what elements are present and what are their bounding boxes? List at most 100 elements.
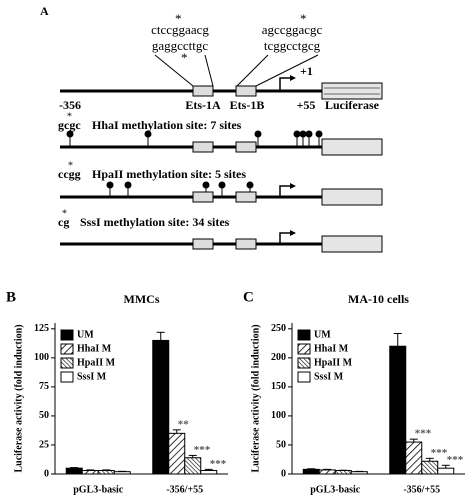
legend-swatch bbox=[297, 371, 311, 383]
legend-swatch bbox=[60, 371, 74, 383]
asterisk: * bbox=[68, 160, 73, 171]
luciferase-box bbox=[321, 188, 383, 206]
y-tick-label: 150 bbox=[271, 381, 286, 392]
motif: gcgc bbox=[58, 118, 81, 132]
y-tick-label: 250 bbox=[271, 323, 286, 334]
bar bbox=[113, 471, 131, 475]
legend-label: SssI M bbox=[77, 371, 107, 382]
bar bbox=[152, 339, 170, 475]
bar bbox=[168, 432, 186, 475]
tss-arrowhead bbox=[290, 75, 296, 81]
y-tick-label: 50 bbox=[39, 410, 49, 421]
panel-label: B bbox=[6, 289, 16, 305]
ets-box bbox=[192, 141, 214, 153]
significance: *** bbox=[447, 454, 464, 466]
label: Ets-1B bbox=[230, 98, 265, 112]
asterisk: * bbox=[175, 11, 182, 26]
motif: cg bbox=[58, 215, 69, 229]
y-tick-label: 25 bbox=[39, 439, 49, 450]
ets-box bbox=[192, 85, 214, 97]
ets-box bbox=[192, 191, 214, 203]
asterisk: * bbox=[181, 50, 188, 65]
legend-swatch bbox=[297, 329, 311, 341]
sequence: ctccggaacg bbox=[151, 22, 209, 37]
panel-label: C bbox=[243, 289, 254, 305]
site-label: HhaI methylation site: 7 sites bbox=[92, 118, 242, 132]
tss-arrowhead bbox=[290, 230, 296, 236]
ets-box bbox=[235, 141, 257, 153]
bar bbox=[334, 470, 352, 475]
x-tick-label: pGL3-basic bbox=[310, 484, 361, 495]
legend-label: HpaII M bbox=[77, 357, 116, 368]
y-tick-label: 75 bbox=[39, 381, 49, 392]
legend-swatch bbox=[60, 357, 74, 369]
motif: ccgg bbox=[58, 167, 81, 181]
lollipops bbox=[66, 130, 323, 147]
asterisk: * bbox=[62, 208, 67, 219]
y-axis-label: Luciferase activity (fold induction) bbox=[250, 324, 261, 472]
y-axis-label: Luciferase activity (fold induction) bbox=[13, 324, 24, 472]
bar bbox=[184, 457, 202, 475]
luciferase-box bbox=[321, 138, 383, 156]
legend-label: HpaII M bbox=[314, 357, 353, 368]
y-tick-label: 100 bbox=[271, 410, 286, 421]
panel-a: A * ctccggaacg gaggccttgc * * agccggacgc… bbox=[40, 4, 383, 253]
significance: ** bbox=[178, 418, 190, 430]
legend-swatch bbox=[297, 357, 311, 369]
significance: *** bbox=[194, 444, 211, 456]
asterisk: * bbox=[300, 11, 307, 26]
significance: *** bbox=[210, 458, 227, 470]
significance: *** bbox=[415, 428, 432, 440]
bar bbox=[97, 470, 115, 475]
luciferase-box bbox=[321, 82, 383, 100]
site-label: HpaII methylation site: 5 sites bbox=[92, 167, 246, 181]
label: Ets-1A bbox=[185, 98, 221, 112]
x-tick-label: -356/+55 bbox=[166, 484, 203, 495]
label: +55 bbox=[297, 98, 316, 112]
ets-box bbox=[192, 238, 214, 250]
bar bbox=[318, 469, 336, 475]
significance: *** bbox=[431, 447, 448, 459]
legend-label: HhaI M bbox=[314, 343, 349, 354]
tss-arrow bbox=[279, 185, 292, 197]
connectors bbox=[154, 54, 319, 87]
y-tick-label: 0 bbox=[44, 468, 49, 479]
y-tick-label: 125 bbox=[34, 323, 49, 334]
sequence: tcggcctgcg bbox=[264, 38, 321, 53]
ets-box bbox=[235, 191, 257, 203]
y-tick-label: 0 bbox=[281, 468, 286, 479]
label: Luciferase bbox=[325, 98, 380, 112]
sequence: gaggccttgc bbox=[152, 38, 209, 53]
tss-arrow bbox=[279, 77, 292, 91]
tss-arrow bbox=[279, 232, 292, 244]
legend-swatch bbox=[60, 343, 74, 355]
bar bbox=[405, 441, 423, 475]
asterisk: * bbox=[67, 111, 72, 122]
legend-label: SssI M bbox=[314, 371, 344, 382]
y-tick-label: 100 bbox=[34, 352, 49, 363]
chart-title: MA-10 cells bbox=[348, 292, 409, 306]
y-tick-label: 50 bbox=[276, 439, 286, 450]
site-label: SssI methylation site: 34 sites bbox=[80, 215, 230, 229]
bar bbox=[302, 468, 320, 475]
tss-arrowhead bbox=[290, 183, 296, 189]
legend-swatch bbox=[297, 343, 311, 355]
label: -356 bbox=[59, 98, 81, 112]
chart-title: MMCs bbox=[124, 292, 160, 306]
legend-label: HhaI M bbox=[77, 343, 112, 354]
y-tick-label: 200 bbox=[271, 352, 286, 363]
luciferase-box bbox=[321, 235, 383, 253]
lollipops bbox=[106, 181, 254, 197]
legend-label: UM bbox=[314, 329, 331, 340]
x-tick-label: pGL3-basic bbox=[73, 484, 124, 495]
bar bbox=[389, 345, 407, 475]
bar bbox=[421, 460, 439, 475]
ets-box bbox=[235, 85, 257, 97]
legend-label: UM bbox=[77, 329, 94, 340]
ets-box bbox=[235, 238, 257, 250]
bar bbox=[81, 470, 99, 475]
x-tick-label: -356/+55 bbox=[403, 484, 440, 495]
label: +1 bbox=[300, 64, 313, 78]
bar bbox=[350, 471, 368, 475]
